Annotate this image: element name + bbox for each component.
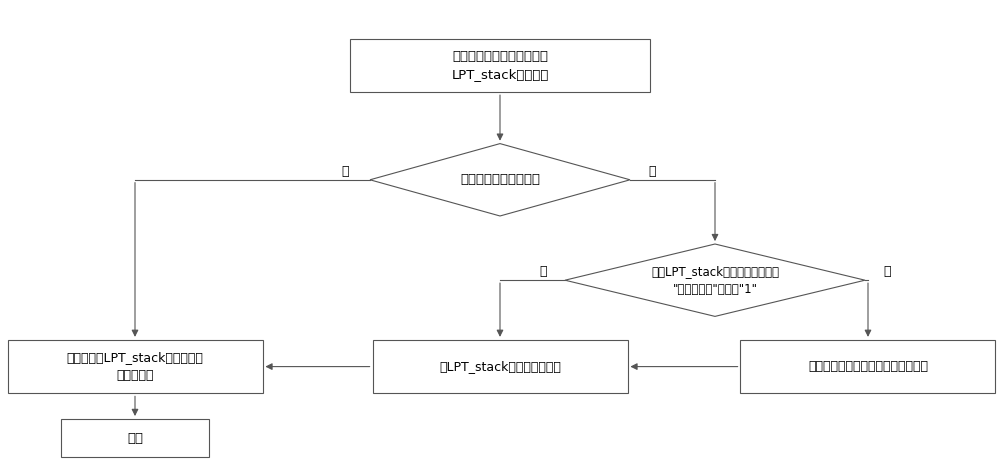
Bar [740, 340, 995, 393]
Text: 将该节点存储的映射表项存储磁盘，: 将该节点存储的映射表项存储磁盘， [808, 360, 928, 373]
Text: 结束: 结束 [127, 432, 143, 445]
Bar [61, 419, 209, 457]
Polygon shape [565, 244, 865, 317]
Text: 是: 是 [341, 165, 349, 178]
Polygon shape [370, 144, 630, 216]
Bar [8, 340, 262, 393]
Bar [350, 39, 650, 92]
Text: 否: 否 [539, 265, 547, 278]
Text: 是: 是 [883, 265, 891, 278]
Text: 否: 否 [648, 165, 656, 178]
Text: 查看缓存中是否有空间: 查看缓存中是否有空间 [460, 173, 540, 186]
Text: 查看LPT_stack表中的栈底节点，
"修改标志位"是否为"1": 查看LPT_stack表中的栈底节点， "修改标志位"是否为"1" [651, 265, 779, 296]
Bar [372, 340, 628, 393]
Text: 从LPT_stack表中删除该节点: 从LPT_stack表中删除该节点 [439, 360, 561, 373]
Text: 封装存储映射表项的扇区为
LPT_stack中的结点: 封装存储映射表项的扇区为 LPT_stack中的结点 [451, 50, 549, 81]
Text: 将节点放入LPT_stack表中，使其
位于栈顶中: 将节点放入LPT_stack表中，使其 位于栈顶中 [67, 351, 203, 382]
